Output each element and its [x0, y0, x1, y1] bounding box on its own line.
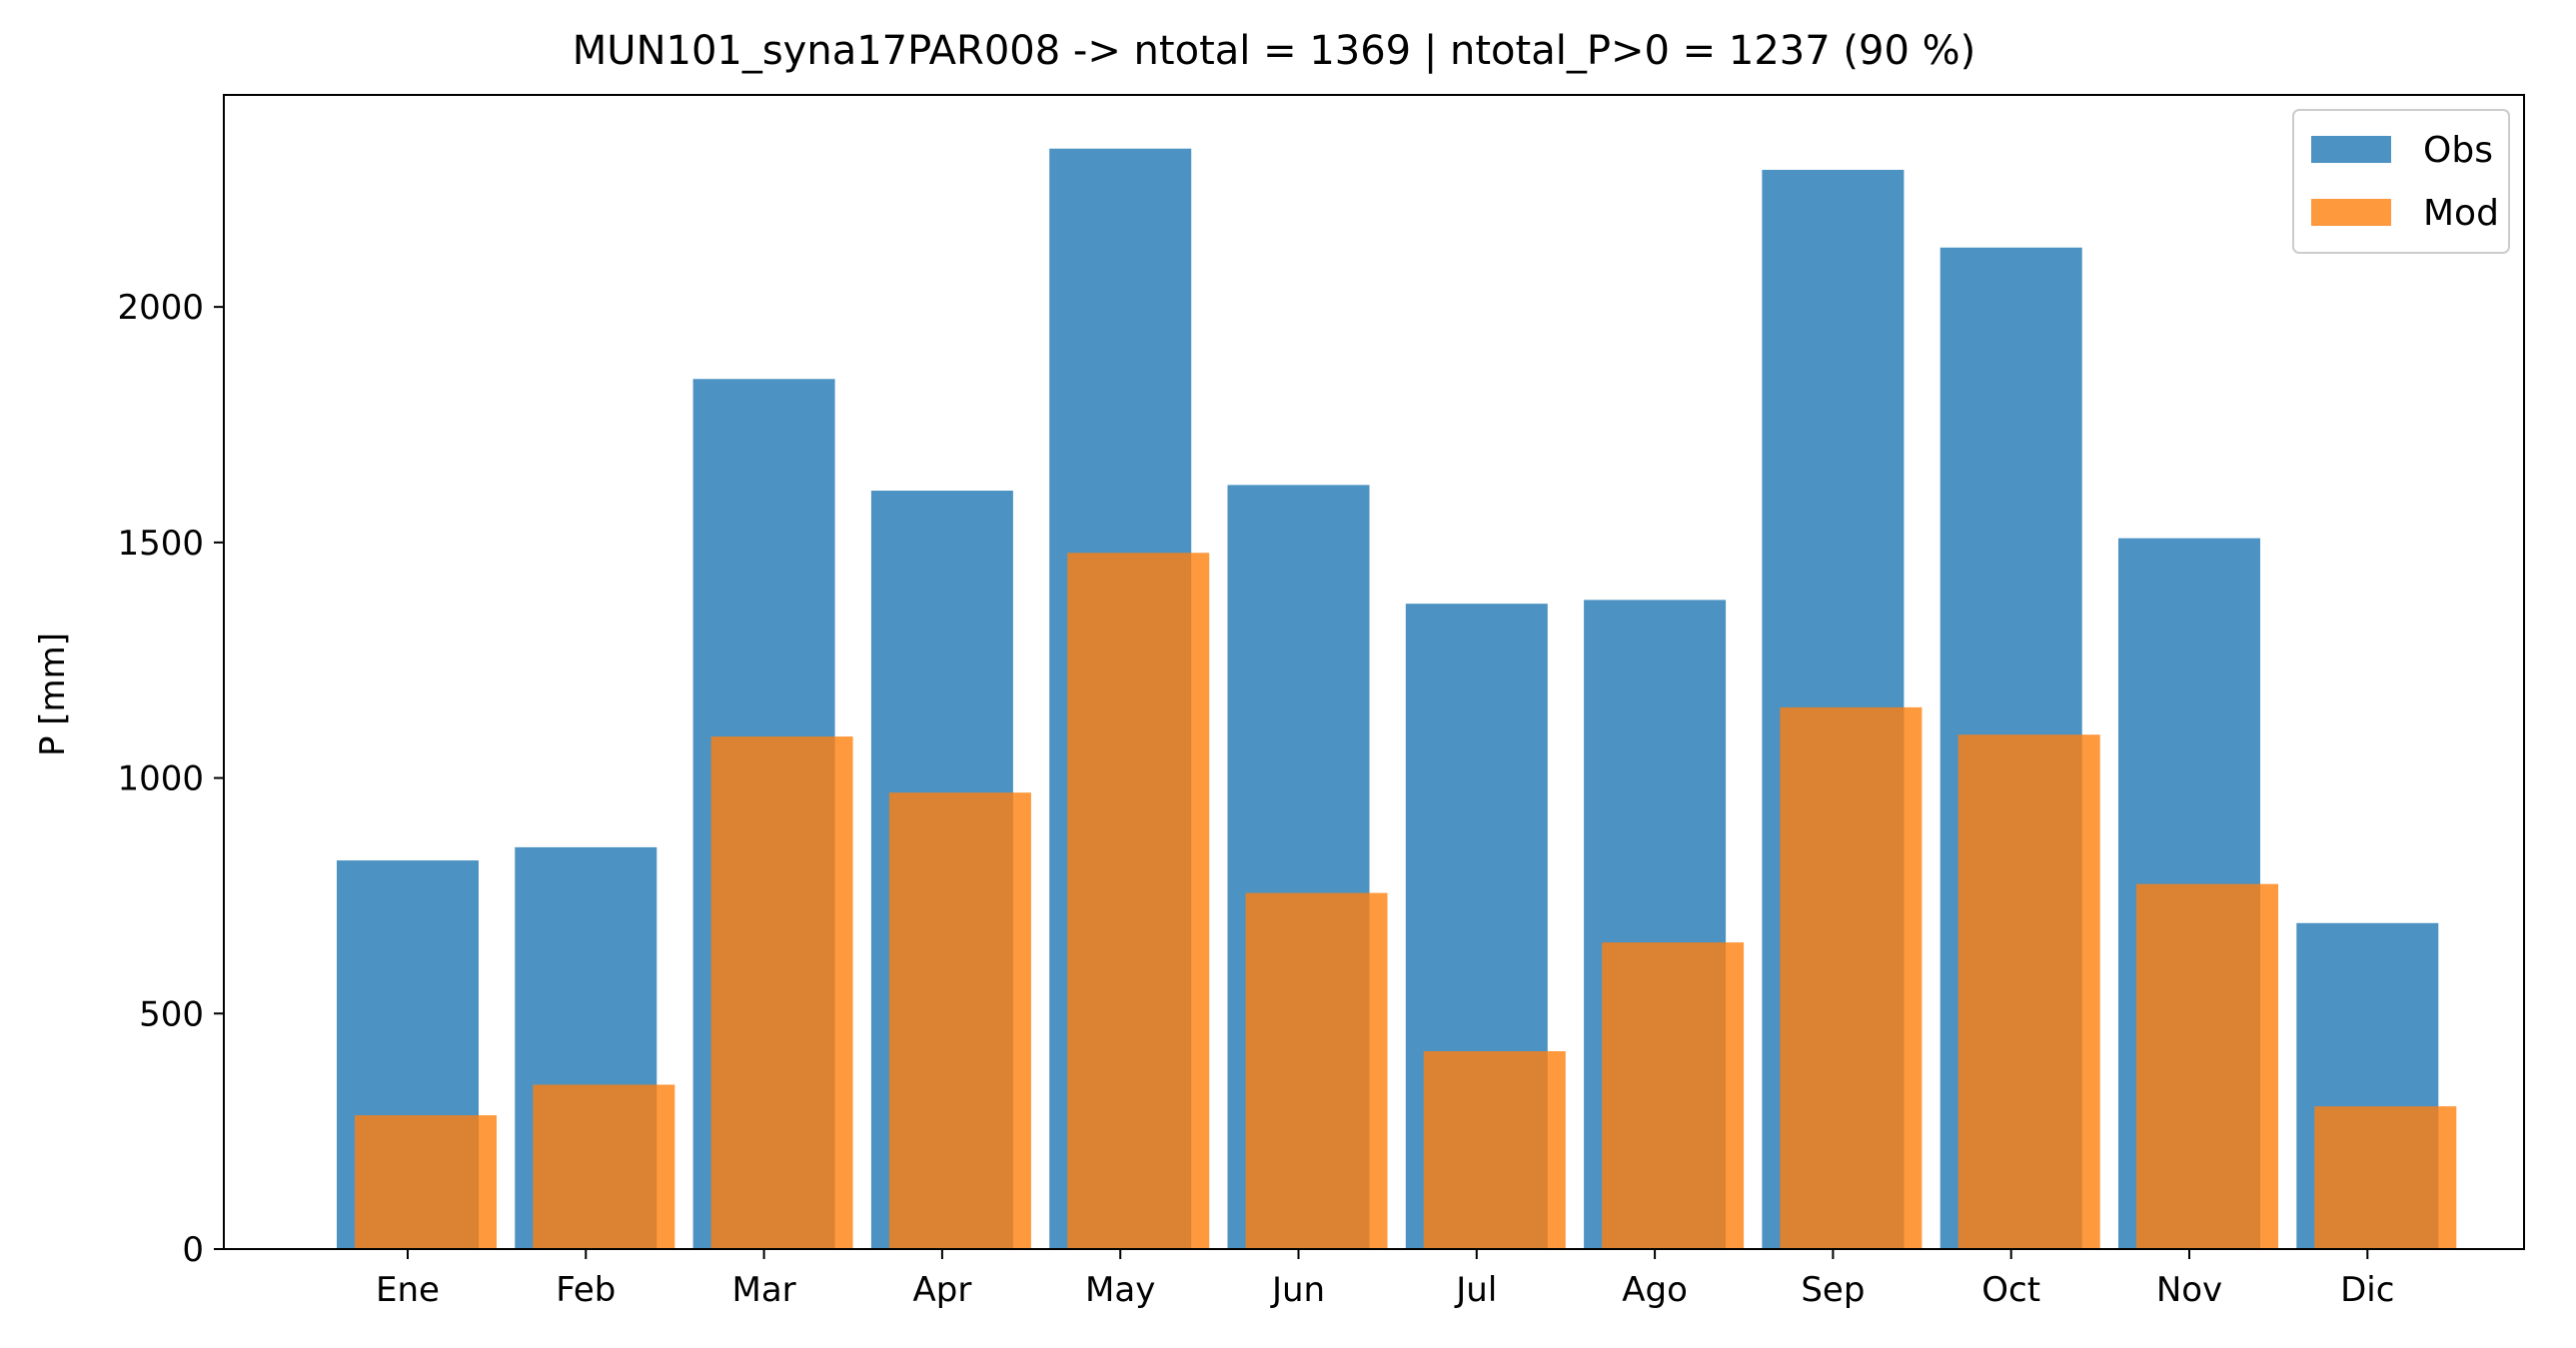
x-tick-label: Ago	[1622, 1270, 1688, 1310]
bar-mod-mar	[710, 736, 853, 1249]
bar-mod-may	[1067, 553, 1210, 1249]
bar-mod-feb	[533, 1084, 675, 1249]
x-tick-label: Mar	[732, 1270, 796, 1310]
x-tick-label: Oct	[1981, 1270, 2040, 1310]
chart-title: MUN101_syna17PAR008 -> ntotal = 1369 | n…	[573, 28, 1975, 74]
y-tick-label: 1500	[117, 524, 204, 564]
x-tick-label: Sep	[1801, 1270, 1865, 1310]
y-tick-label: 500	[139, 994, 204, 1034]
x-tick-label: Jul	[1454, 1270, 1497, 1310]
y-axis: 0 500 1000 1500 2000	[117, 288, 224, 1270]
x-tick-label: May	[1085, 1270, 1155, 1310]
legend-swatch-mod	[2311, 199, 2391, 226]
bar-mod-jun	[1245, 892, 1388, 1249]
y-axis-label: P [mm]	[33, 633, 73, 756]
x-tick-label: Nov	[2156, 1270, 2222, 1310]
x-tick-label: Apr	[912, 1270, 971, 1310]
bar-mod-apr	[888, 792, 1031, 1249]
legend-swatch-obs	[2311, 136, 2391, 163]
obs-bars	[337, 148, 2439, 1249]
mod-bars	[355, 553, 2457, 1249]
y-tick-label: 0	[182, 1230, 204, 1270]
bar-mod-ene	[355, 1115, 497, 1249]
x-tick-label: Ene	[376, 1270, 440, 1310]
plot-frame	[223, 94, 2525, 1250]
y-tick-label: 2000	[117, 288, 204, 328]
x-tick-label: Jun	[1270, 1270, 1325, 1310]
y-tick-label: 1000	[117, 759, 204, 799]
bar-mod-sep	[1780, 706, 1923, 1249]
bar-mod-dic	[2314, 1106, 2457, 1249]
x-tick-label: Dic	[2340, 1270, 2394, 1310]
x-axis: Ene Feb Mar Apr May Jun Jul Ago Sep Oct Nov Dic	[376, 1249, 2394, 1310]
bar-mod-jul	[1423, 1051, 1566, 1249]
legend: Obs Mod	[2292, 109, 2510, 254]
x-tick-label: Feb	[556, 1270, 616, 1310]
bar-mod-ago	[1602, 942, 1745, 1249]
bar-mod-nov	[2136, 883, 2278, 1249]
legend-label-mod: Mod	[2423, 193, 2499, 234]
bar-mod-oct	[1957, 734, 2100, 1249]
legend-label-obs: Obs	[2423, 130, 2493, 171]
